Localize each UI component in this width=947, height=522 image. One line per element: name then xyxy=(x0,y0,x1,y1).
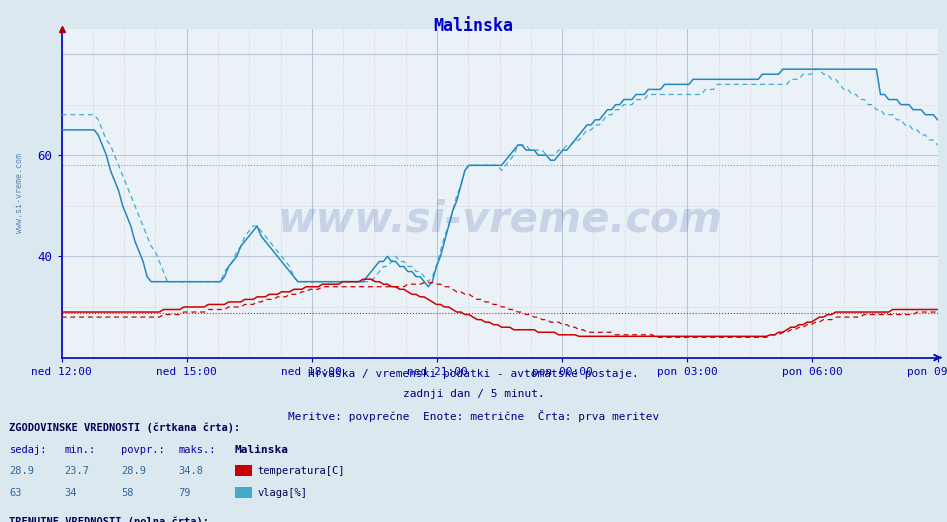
Text: sedaj:: sedaj: xyxy=(9,445,47,455)
Text: 28.9: 28.9 xyxy=(121,467,146,477)
Text: 34.8: 34.8 xyxy=(178,467,203,477)
Text: 34: 34 xyxy=(64,489,77,499)
Text: 58: 58 xyxy=(121,489,134,499)
Text: 79: 79 xyxy=(178,489,190,499)
Text: maks.:: maks.: xyxy=(178,445,216,455)
Text: Meritve: povprečne  Enote: metrične  Črta: prva meritev: Meritve: povprečne Enote: metrične Črta:… xyxy=(288,410,659,422)
Text: www.si-vreme.com: www.si-vreme.com xyxy=(277,198,722,241)
Text: 28.9: 28.9 xyxy=(9,467,34,477)
Text: vlaga[%]: vlaga[%] xyxy=(258,489,308,499)
Text: www.si-vreme.com: www.si-vreme.com xyxy=(15,153,24,233)
Text: min.:: min.: xyxy=(64,445,96,455)
Text: zadnji dan / 5 minut.: zadnji dan / 5 minut. xyxy=(402,389,545,399)
Text: ZGODOVINSKE VREDNOSTI (črtkana črta):: ZGODOVINSKE VREDNOSTI (črtkana črta): xyxy=(9,422,241,433)
Text: Hrvaška / vremenski podatki - avtomatske postaje.: Hrvaška / vremenski podatki - avtomatske… xyxy=(308,368,639,378)
Text: Malinska: Malinska xyxy=(434,17,513,34)
Text: Malinska: Malinska xyxy=(235,445,289,455)
Text: povpr.:: povpr.: xyxy=(121,445,165,455)
Text: 63: 63 xyxy=(9,489,22,499)
Text: TRENUTNE VREDNOSTI (polna črta):: TRENUTNE VREDNOSTI (polna črta): xyxy=(9,517,209,522)
Text: temperatura[C]: temperatura[C] xyxy=(258,467,345,477)
Text: 23.7: 23.7 xyxy=(64,467,89,477)
